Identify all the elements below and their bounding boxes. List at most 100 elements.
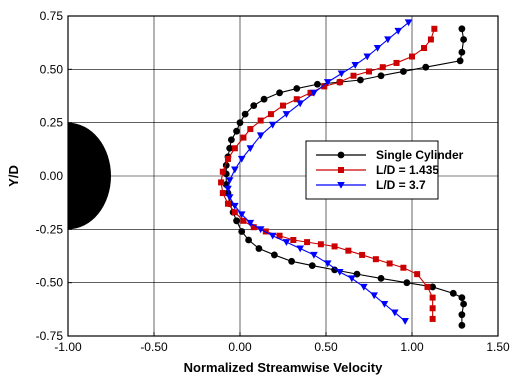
data-point [380, 300, 389, 308]
data-point [280, 102, 286, 109]
data-point [350, 72, 357, 79]
x-tick-label: 0.00 [228, 340, 252, 354]
data-point [414, 271, 421, 278]
series-3 [224, 19, 413, 325]
data-point [256, 226, 265, 234]
x-tick-label: 0.50 [314, 340, 338, 354]
data-point [458, 321, 466, 329]
data-point [458, 294, 466, 301]
data-point [400, 264, 407, 271]
data-point [372, 256, 379, 263]
data-point [257, 117, 264, 124]
data-point [290, 237, 297, 243]
data-point [345, 247, 352, 254]
data-point [427, 36, 434, 43]
data-point [246, 219, 255, 227]
data-point [310, 251, 318, 259]
data-point [233, 127, 240, 135]
data-point [240, 134, 247, 141]
data-point [331, 266, 338, 274]
data-point [276, 232, 283, 239]
data-point [246, 145, 255, 153]
data-point [236, 119, 244, 127]
legend-swatch-marker [338, 167, 344, 173]
data-point [421, 45, 428, 51]
data-point [231, 209, 238, 216]
data-point [429, 305, 436, 312]
data-point [224, 185, 232, 193]
data-point [366, 68, 372, 75]
data-point [268, 121, 277, 129]
data-point [231, 145, 238, 152]
data-point [218, 179, 225, 186]
x-axis-label: Normalized Streamwise Velocity [184, 360, 383, 375]
data-point [288, 257, 295, 265]
data-point [296, 100, 304, 108]
data-point [271, 251, 278, 259]
data-point [241, 110, 249, 118]
data-point [245, 236, 253, 244]
x-tick-label: -1.00 [54, 340, 82, 354]
y-axis-label: Y/D [6, 165, 21, 187]
y-tick-label: -0.25 [36, 222, 64, 236]
y-tick-label: -0.75 [36, 329, 64, 343]
data-point [321, 83, 328, 90]
data-point [282, 239, 291, 246]
data-point [268, 232, 277, 240]
data-point [323, 260, 332, 268]
x-tick-label: 1.00 [400, 340, 424, 354]
data-point [384, 36, 392, 44]
data-point [348, 275, 356, 283]
data-point [240, 217, 247, 224]
data-point [429, 294, 436, 301]
data-point [307, 89, 314, 96]
data-point [386, 260, 393, 267]
data-point [250, 102, 258, 109]
data-point [308, 262, 316, 269]
data-point [409, 53, 415, 60]
data-point [424, 283, 431, 290]
legend-label: Single Cylinder [376, 148, 464, 162]
data-point [282, 111, 291, 118]
data-point [401, 318, 409, 325]
y-axis-ticks: -0.75 -0.50 -0.25 0.00 0.25 0.50 0.75 [36, 9, 72, 343]
data-point [231, 202, 239, 210]
data-point [460, 36, 467, 43]
y-tick-label: 0.00 [40, 169, 64, 183]
data-point [267, 111, 274, 118]
data-point [359, 251, 366, 258]
data-point [237, 155, 246, 163]
data-point [379, 64, 386, 71]
data-point [219, 168, 226, 175]
data-point [256, 132, 265, 140]
y-tick-label: 0.75 [40, 9, 64, 23]
data-point [247, 126, 254, 133]
data-point [304, 239, 311, 246]
legend-swatch-marker [337, 181, 345, 189]
data-point [255, 245, 263, 252]
y-tick-label: 0.50 [40, 62, 64, 76]
legend-swatch-marker [337, 151, 345, 159]
x-axis-ticks: -1.00 -0.50 0.00 0.50 1.00 1.50 [54, 332, 510, 354]
data-point [458, 48, 466, 56]
x-tick-label: -0.50 [140, 340, 168, 354]
data-point [224, 200, 231, 207]
series-1 [222, 25, 467, 329]
y-tick-label: -0.50 [36, 276, 64, 290]
data-point [310, 89, 318, 97]
data-point [460, 300, 467, 308]
data-point [429, 315, 436, 322]
legend-item: L/D = 1.435 [316, 163, 439, 177]
data-point [233, 217, 240, 225]
legend-label: L/D = 1.435 [376, 163, 439, 177]
data-point [238, 228, 246, 235]
data-point [224, 155, 231, 162]
data-point [276, 89, 283, 97]
data-point [377, 72, 385, 80]
data-point [363, 53, 372, 61]
series-2 [218, 25, 438, 322]
data-point [314, 80, 321, 88]
x-tick-label: 1.50 [486, 340, 510, 354]
